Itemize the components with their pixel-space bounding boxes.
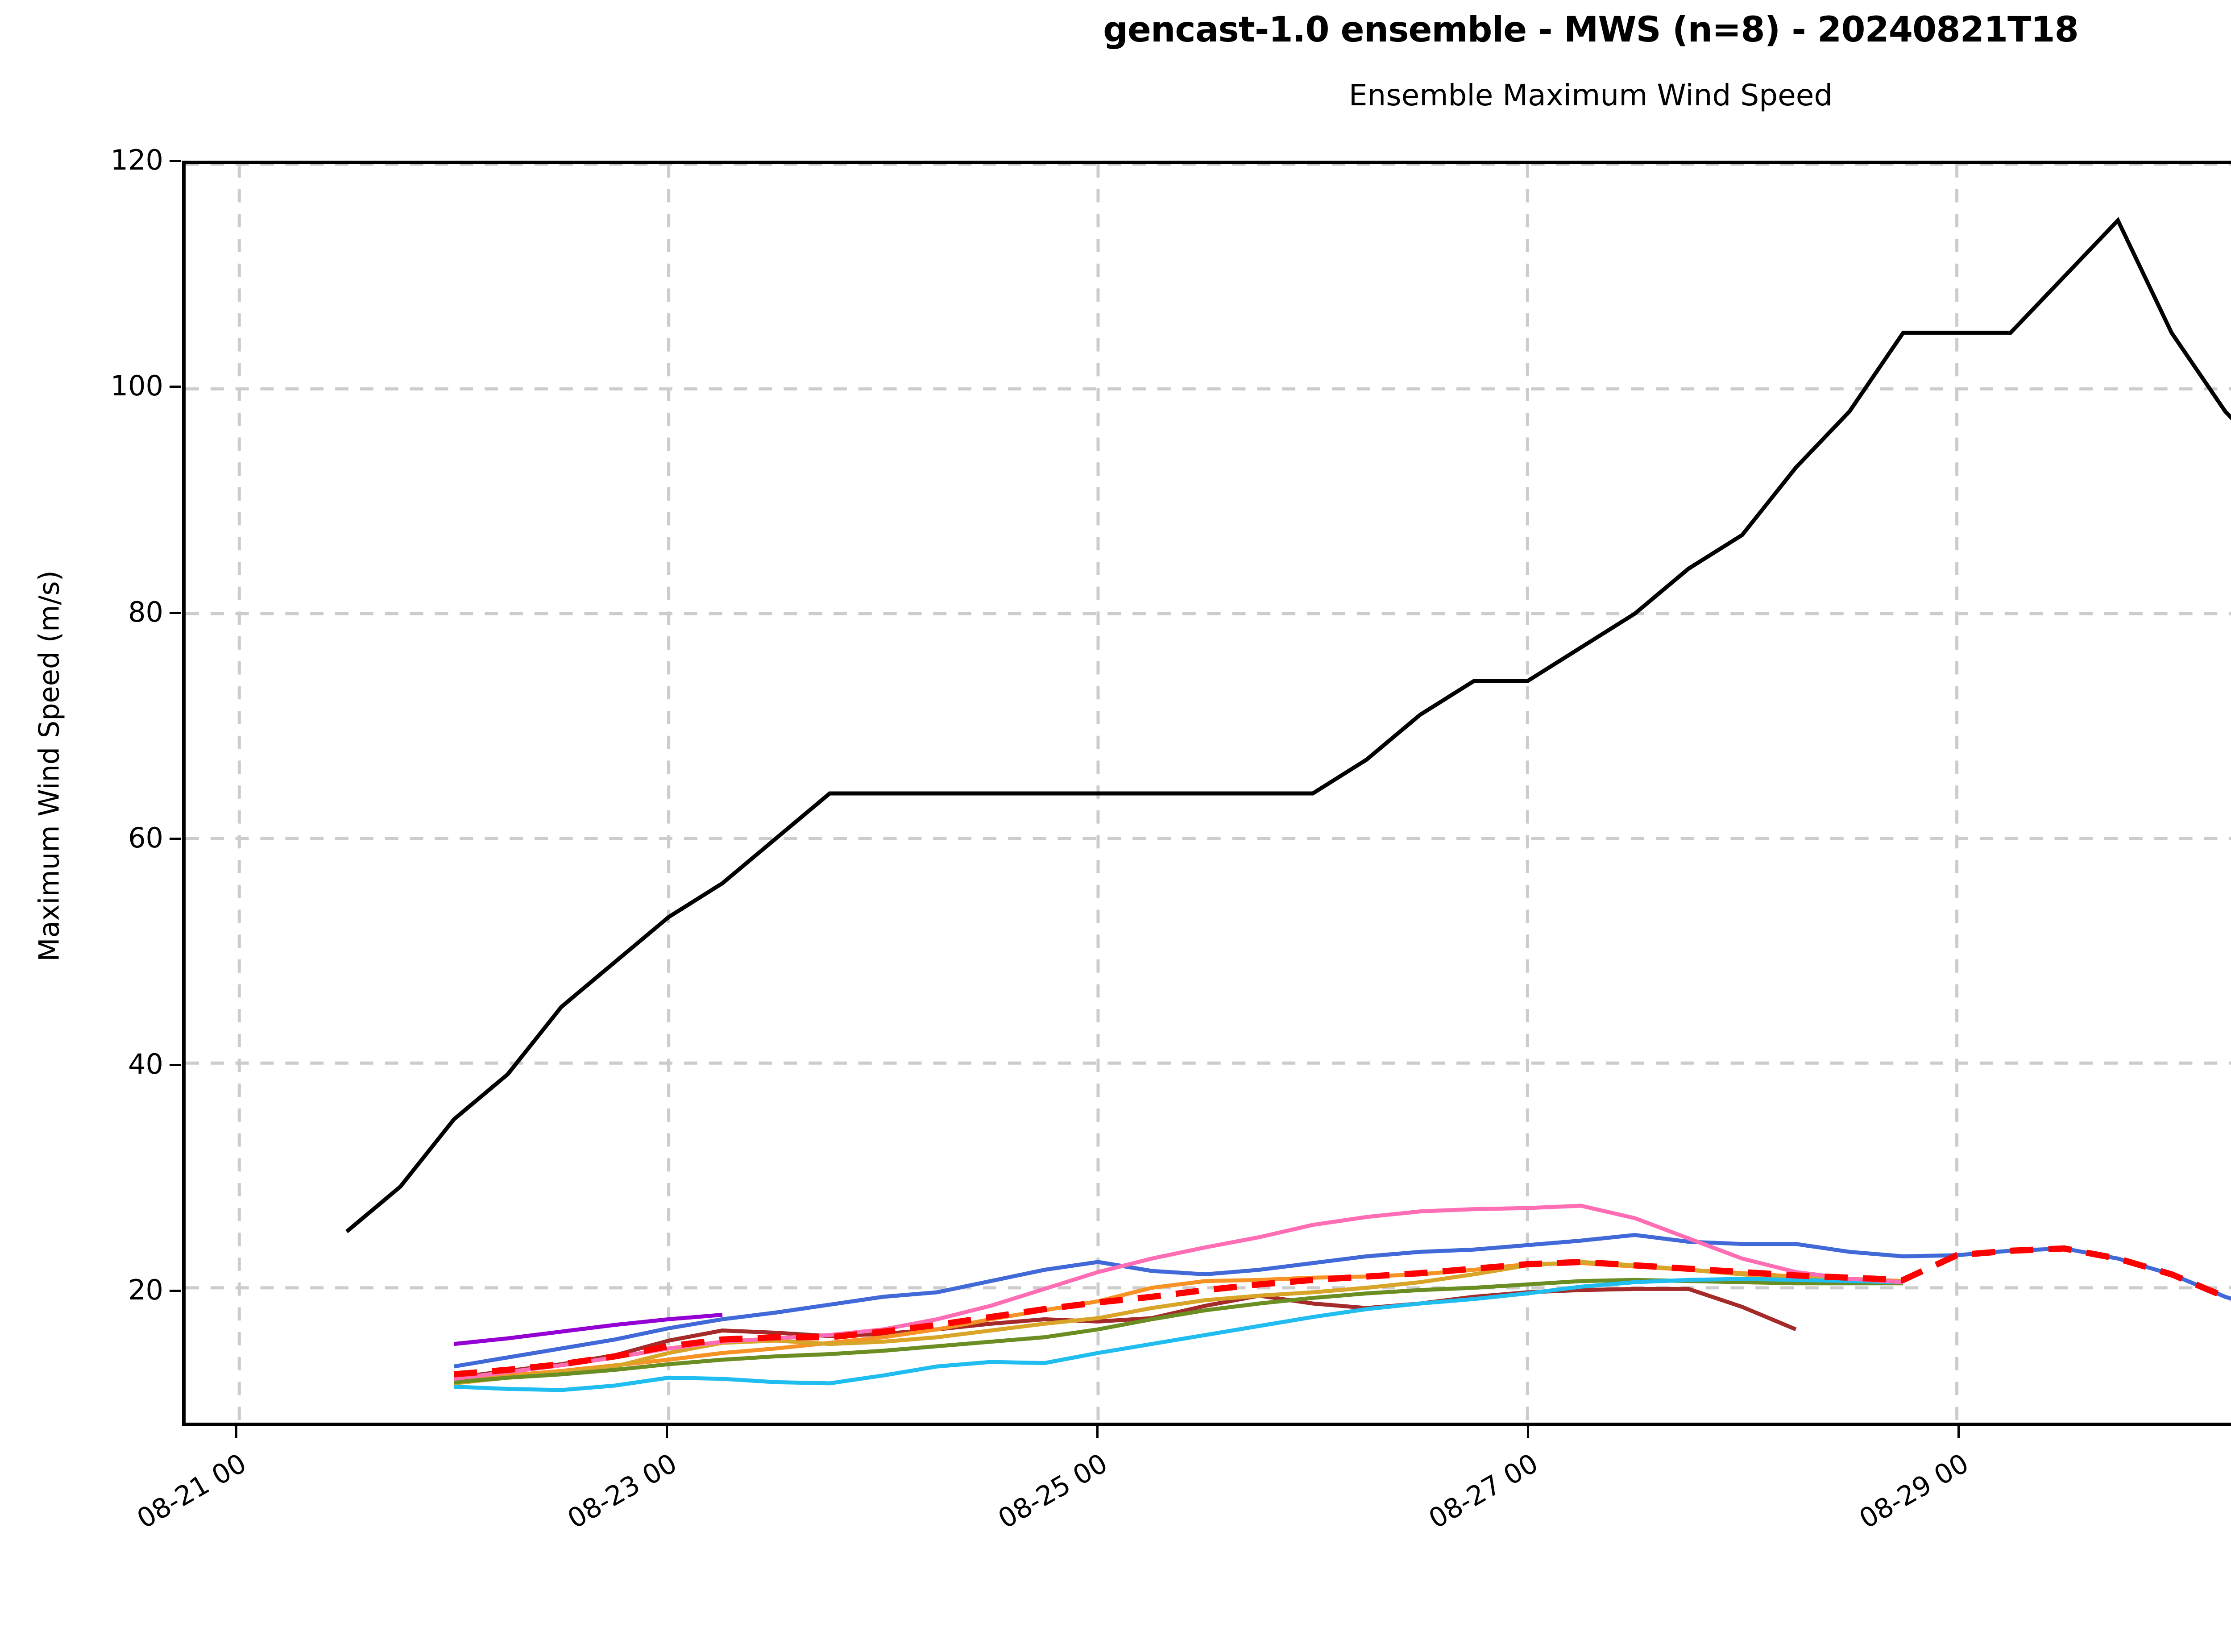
plot-svg <box>186 164 2231 1423</box>
gridlines <box>186 164 2231 1423</box>
x-axis-tick-label: 08-23 00 <box>562 1448 682 1535</box>
plot-area <box>182 161 2231 1426</box>
series-line <box>453 1287 1797 1380</box>
x-axis-tick-label: 08-25 00 <box>993 1448 1113 1535</box>
y-axis-tick-label: 20 <box>128 1274 163 1307</box>
y-axis-tick-mark <box>170 1290 181 1292</box>
series-line <box>345 217 2231 1233</box>
x-axis-tick-label: 08-29 00 <box>1854 1448 1974 1535</box>
y-axis-tick-mark <box>170 611 181 614</box>
y-axis-tick-label: 80 <box>128 595 163 628</box>
series-line <box>454 1277 1903 1392</box>
y-axis-label: Maximum Wind Speed (m/s) <box>33 570 66 962</box>
chart-title: gencast-1.0 ensemble - MWS (n=8) - 20240… <box>1103 10 2079 50</box>
y-axis-tick-mark <box>170 160 181 162</box>
x-axis-tick-mark <box>1526 1426 1529 1438</box>
x-axis-tick-mark <box>665 1426 668 1438</box>
x-axis-tick-label: 08-21 00 <box>132 1448 252 1535</box>
series-line <box>453 1245 2231 1378</box>
x-axis-tick-mark <box>1096 1426 1099 1438</box>
y-axis-tick-label: 120 <box>110 144 163 176</box>
y-axis-tick-label: 40 <box>128 1047 163 1080</box>
data-series-group <box>345 217 2231 1392</box>
y-axis-tick-mark <box>170 1063 181 1066</box>
x-axis-tick-mark <box>235 1426 237 1438</box>
y-axis-tick-mark <box>170 838 181 840</box>
series-line <box>453 1312 723 1346</box>
y-axis-tick-mark <box>170 386 181 388</box>
x-axis-tick-mark <box>1957 1426 1960 1438</box>
chart-subtitle: Ensemble Maximum Wind Speed <box>1348 78 1833 112</box>
series-line <box>453 1260 1903 1386</box>
x-axis-tick-label: 08-31 00 <box>2223 1448 2231 1571</box>
y-axis-tick-label: 100 <box>110 369 163 403</box>
y-axis-tick-label: 60 <box>128 822 163 855</box>
series-line <box>453 1233 2231 1369</box>
x-axis-tick-label: 08-27 00 <box>1423 1448 1543 1535</box>
